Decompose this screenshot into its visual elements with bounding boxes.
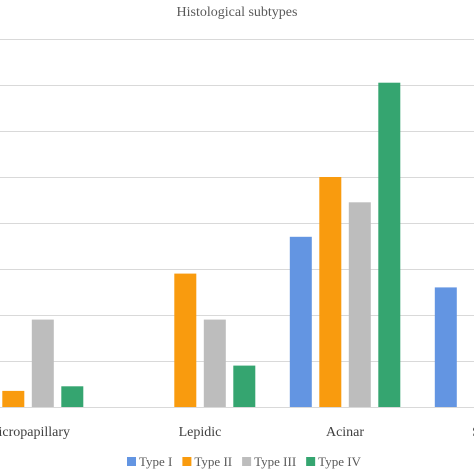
category-label-2: Acinar	[326, 425, 364, 440]
category-labels: Micropapillary Lepidic Acinar S	[0, 425, 474, 440]
legend-swatch-0	[127, 457, 136, 466]
legend-label-3: Type IV	[318, 454, 361, 469]
bar-acinar-type-ii	[319, 177, 342, 407]
bar-micropapillary-type-iv	[61, 386, 84, 407]
legend: Type I Type II Type III Type IV	[127, 454, 362, 469]
legend-label-1: Type II	[194, 454, 232, 469]
chart-title: Histological subtypes	[177, 5, 298, 20]
gridlines	[0, 39, 474, 362]
bar-acinar-type-iii	[348, 202, 371, 407]
legend-swatch-2	[242, 457, 252, 466]
legend-swatch-1	[182, 457, 192, 466]
bar-micropapillary-type-ii	[2, 390, 25, 407]
bar-acinar-type-iv	[378, 82, 401, 407]
category-label-0: Micropapillary	[0, 425, 70, 440]
category-label-1: Lepidic	[179, 425, 222, 440]
legend-label-2: Type III	[254, 454, 296, 469]
category-label-3: S	[472, 425, 474, 440]
legend-swatch-3	[306, 457, 316, 466]
bar-lepidic-type-iii	[203, 319, 226, 407]
bars	[2, 82, 457, 407]
bar-lepidic-type-iv	[233, 365, 256, 407]
bar-lepidic-type-ii	[174, 273, 197, 407]
bar-micropapillary-type-iii	[31, 319, 54, 407]
bar-s-type-i	[434, 287, 457, 407]
legend-label-0: Type I	[139, 454, 172, 469]
bar-acinar-type-i	[289, 236, 312, 407]
